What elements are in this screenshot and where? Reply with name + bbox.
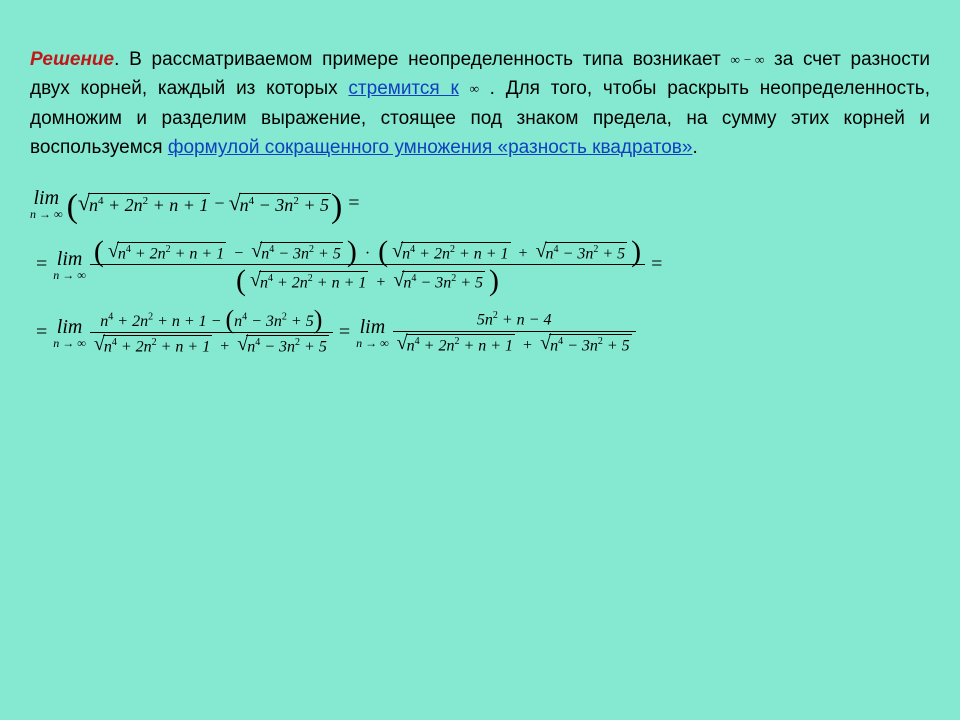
math-row-2: = lim n → ∞ ( √n4 + 2n2 + n + 1 − √n4 − … [30,238,930,292]
solution-paragraph: Решение. В рассматриваемом примере неопр… [30,45,930,163]
link-tends-to[interactable]: стремится к [348,78,458,99]
solution-label: Решение [30,49,114,70]
period: . [692,137,697,158]
math-row-1: lim n → ∞ ( √ n4 + 2n2 + n + 1 − √ n4 − … [30,188,930,220]
fraction-simplified: 5n2 + n − 4 √n4 + 2n2 + n + 1 + √n4 − 3n… [393,311,636,354]
sqrt-B: √ n4 − 3n2 + 5 [229,193,331,215]
text-1a: . В рассматриваемом примере неопределенн… [114,49,623,70]
text-1b: возникает [633,49,721,70]
fraction-conjugate: ( √n4 + 2n2 + n + 1 − √n4 − 3n2 + 5 ) · … [90,238,645,292]
fraction-expanded: n4 + 2n2 + n + 1 − (n4 − 3n2 + 5) √n4 + … [90,309,333,355]
sqrt-A: √ n4 + 2n2 + n + 1 [78,193,211,215]
open-paren: ( [67,195,78,219]
infinity-minus-infinity: ∞ − ∞ [730,50,764,70]
close-paren: ) [331,195,342,219]
infinity-mark: ∞ [470,79,479,99]
slide-page: Решение. В рассматриваемом примере неопр… [0,0,960,356]
limit-symbol: lim n → ∞ [30,188,63,220]
limit-symbol: lim n → ∞ [53,317,86,349]
link-difference-of-squares[interactable]: формулой сокращенного умножения «разност… [168,137,693,158]
limit-symbol: lim n → ∞ [356,317,389,349]
limit-symbol: lim n → ∞ [53,249,86,281]
math-derivation: lim n → ∞ ( √ n4 + 2n2 + n + 1 − √ n4 − … [30,188,930,356]
math-row-3: = lim n → ∞ n4 + 2n2 + n + 1 − (n4 − 3n2… [30,309,930,355]
